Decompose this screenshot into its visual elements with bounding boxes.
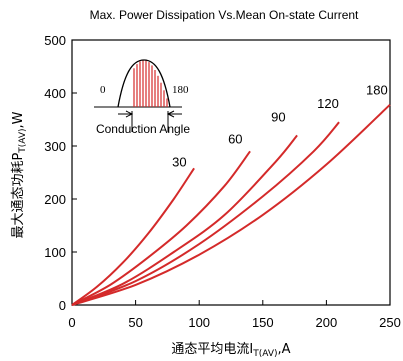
x-tick-label: 50	[128, 315, 142, 330]
inset-sine-wave	[117, 59, 171, 108]
plot-frame	[71, 39, 391, 306]
y-tick-label: 500	[44, 33, 66, 48]
y-axis: 0 100 200 300 400 500	[44, 33, 77, 313]
x-tick-label: 250	[379, 315, 401, 330]
x-tick-label: 100	[188, 315, 210, 330]
series-label-30: 30	[172, 154, 186, 169]
inset-left-arrow	[118, 110, 134, 118]
inset-hatch	[133, 60, 168, 107]
x-axis-label-main: 通态平均电流I	[171, 342, 253, 357]
plot-area	[71, 39, 391, 306]
x-axis: 0 50 100 150 200 250	[68, 300, 401, 330]
x-tick-label: 150	[252, 315, 274, 330]
x-axis-label-sub: T(AV)	[252, 349, 277, 359]
y-tick-label: 200	[44, 192, 66, 207]
inset-label-right: 180	[172, 84, 189, 96]
y-axis-label-unit: ,W	[11, 111, 26, 128]
series-curves	[71, 103, 391, 306]
series-label-60: 60	[228, 131, 242, 146]
inset-right-arrow	[166, 110, 182, 118]
y-axis-label: 最大通态功耗PT(AV),W	[11, 111, 28, 238]
conduction-angle-inset: 0 180 Conduction Angle	[84, 55, 204, 136]
y-tick-label: 0	[59, 298, 66, 313]
inset-label-left: 0	[100, 84, 106, 96]
y-axis-label-main: 最大通态功耗P	[11, 153, 26, 239]
inset-background	[84, 55, 204, 135]
series-label-90: 90	[271, 109, 285, 124]
series-line-30	[71, 167, 195, 306]
y-tick-label: 100	[44, 245, 66, 260]
series-label-120: 120	[317, 96, 339, 111]
inset-caption: Conduction Angle	[96, 122, 190, 136]
x-axis-label-unit: ,A	[278, 342, 291, 357]
x-axis-label: 通态平均电流IT(AV),A	[171, 342, 290, 359]
series-line-60	[71, 150, 251, 306]
y-tick-label: 300	[44, 139, 66, 154]
series-label-180: 180	[366, 83, 388, 98]
series-labels: 30 60 90 120 180	[172, 83, 388, 170]
series-line-180	[71, 103, 391, 306]
y-tick-label: 400	[44, 86, 66, 101]
series-line-90	[71, 134, 298, 306]
x-tick-label: 0	[68, 315, 75, 330]
chart-title: Max. Power Dissipation Vs.Mean On-state …	[90, 8, 359, 22]
x-tick-label: 200	[316, 315, 338, 330]
y-axis-label-sub: T(AV)	[18, 128, 28, 153]
series-line-120	[71, 121, 340, 306]
